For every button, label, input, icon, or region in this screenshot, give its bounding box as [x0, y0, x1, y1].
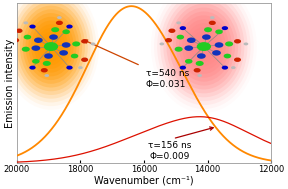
Circle shape — [31, 45, 40, 51]
Circle shape — [56, 21, 63, 25]
Circle shape — [81, 57, 88, 62]
Ellipse shape — [192, 31, 216, 62]
Circle shape — [62, 29, 70, 34]
Circle shape — [41, 68, 48, 72]
Ellipse shape — [23, 9, 79, 84]
Circle shape — [51, 27, 59, 32]
Ellipse shape — [34, 24, 68, 69]
Circle shape — [24, 35, 31, 40]
Circle shape — [209, 21, 216, 25]
Circle shape — [197, 53, 206, 59]
Ellipse shape — [43, 35, 60, 58]
Ellipse shape — [45, 39, 57, 54]
Ellipse shape — [179, 15, 229, 78]
Y-axis label: Emission intensity: Emission intensity — [5, 39, 15, 128]
Ellipse shape — [188, 27, 219, 66]
Circle shape — [91, 43, 95, 45]
Circle shape — [222, 26, 228, 30]
Ellipse shape — [37, 28, 65, 65]
Circle shape — [224, 54, 231, 58]
Ellipse shape — [9, 0, 94, 102]
Ellipse shape — [157, 0, 251, 105]
Circle shape — [204, 27, 212, 32]
Ellipse shape — [14, 0, 88, 95]
Circle shape — [215, 42, 223, 48]
Ellipse shape — [163, 0, 244, 97]
Circle shape — [62, 42, 71, 48]
Circle shape — [22, 47, 30, 52]
Ellipse shape — [201, 43, 207, 50]
Circle shape — [187, 37, 196, 43]
Ellipse shape — [48, 43, 54, 50]
Circle shape — [66, 25, 73, 29]
Circle shape — [185, 59, 192, 64]
Circle shape — [212, 50, 221, 56]
Circle shape — [234, 57, 241, 62]
Ellipse shape — [31, 20, 71, 73]
Circle shape — [244, 43, 248, 45]
Circle shape — [7, 43, 11, 45]
Text: τ=156 ns
Φ=0.009: τ=156 ns Φ=0.009 — [148, 141, 191, 161]
Circle shape — [197, 74, 202, 77]
Circle shape — [16, 29, 22, 33]
Circle shape — [234, 39, 241, 43]
Circle shape — [210, 16, 215, 19]
Circle shape — [194, 68, 201, 72]
Circle shape — [78, 66, 83, 69]
Circle shape — [81, 39, 88, 43]
Circle shape — [43, 61, 51, 66]
Circle shape — [32, 59, 40, 64]
Circle shape — [23, 21, 28, 24]
Circle shape — [168, 29, 175, 33]
Circle shape — [44, 74, 49, 77]
X-axis label: Wavenumber (cm⁻¹): Wavenumber (cm⁻¹) — [94, 176, 194, 186]
Ellipse shape — [182, 19, 226, 74]
Ellipse shape — [170, 4, 238, 89]
Circle shape — [44, 53, 53, 59]
Circle shape — [196, 61, 204, 66]
Ellipse shape — [26, 13, 77, 80]
Ellipse shape — [6, 0, 96, 106]
Ellipse shape — [198, 39, 210, 54]
Ellipse shape — [185, 23, 223, 70]
Ellipse shape — [173, 8, 235, 86]
Circle shape — [180, 66, 186, 70]
Circle shape — [180, 26, 186, 30]
Circle shape — [215, 29, 223, 34]
Circle shape — [165, 38, 172, 43]
Circle shape — [59, 50, 68, 56]
Circle shape — [177, 35, 184, 40]
Ellipse shape — [176, 12, 232, 82]
Circle shape — [34, 37, 43, 43]
Ellipse shape — [28, 17, 74, 76]
Ellipse shape — [194, 35, 213, 58]
Ellipse shape — [20, 6, 82, 88]
Circle shape — [184, 45, 193, 51]
Circle shape — [202, 34, 211, 40]
Ellipse shape — [11, 0, 91, 99]
Ellipse shape — [17, 2, 85, 91]
Circle shape — [71, 54, 78, 58]
Circle shape — [175, 47, 183, 52]
Circle shape — [66, 66, 73, 70]
Circle shape — [72, 41, 80, 46]
Ellipse shape — [40, 32, 62, 61]
Circle shape — [231, 66, 236, 69]
Circle shape — [44, 42, 58, 51]
Text: τ=540 ns
Φ=0.031: τ=540 ns Φ=0.031 — [146, 69, 189, 89]
Circle shape — [29, 25, 36, 29]
Ellipse shape — [160, 0, 247, 101]
Circle shape — [222, 66, 228, 70]
Circle shape — [176, 21, 181, 24]
Circle shape — [225, 41, 233, 46]
Ellipse shape — [166, 0, 241, 93]
Circle shape — [197, 42, 211, 51]
Circle shape — [49, 34, 58, 40]
Circle shape — [160, 43, 164, 45]
Circle shape — [12, 38, 19, 43]
Ellipse shape — [154, 0, 254, 109]
Circle shape — [29, 66, 36, 70]
Circle shape — [57, 16, 62, 19]
